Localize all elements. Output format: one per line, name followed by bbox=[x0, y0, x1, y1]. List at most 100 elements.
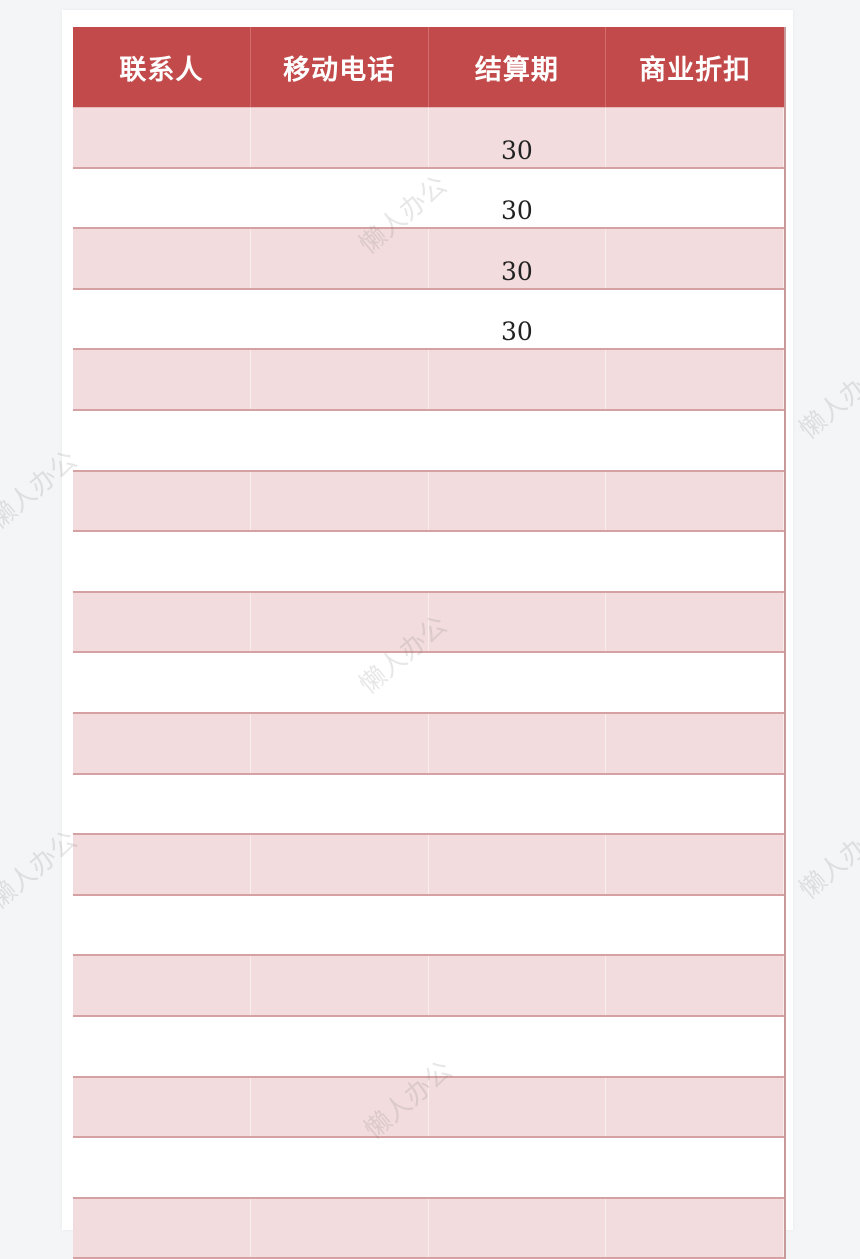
table-cell[interactable] bbox=[606, 1138, 784, 1197]
header-mobile: 移动电话 bbox=[251, 27, 429, 107]
table-cell[interactable] bbox=[429, 1016, 607, 1076]
table-row: 30 bbox=[73, 168, 784, 230]
table-header: 联系人 移动电话 结算期 商业折扣 bbox=[73, 27, 784, 108]
table-row: 30 bbox=[73, 108, 784, 169]
table-cell[interactable] bbox=[429, 895, 607, 955]
table-cell[interactable] bbox=[251, 1138, 429, 1197]
table-cell[interactable] bbox=[606, 1077, 784, 1137]
table-cell[interactable] bbox=[429, 471, 607, 531]
table-cell[interactable] bbox=[251, 410, 429, 470]
table-cell[interactable] bbox=[73, 956, 251, 1015]
table-cell[interactable] bbox=[73, 289, 251, 349]
table-cell[interactable]: 30 bbox=[429, 289, 607, 349]
table-cell[interactable] bbox=[251, 532, 429, 591]
table-cell[interactable] bbox=[251, 289, 429, 349]
table-row bbox=[73, 592, 784, 654]
table-cell[interactable] bbox=[251, 1016, 429, 1076]
table-cell[interactable] bbox=[606, 1016, 784, 1076]
table-cell[interactable] bbox=[251, 1077, 429, 1137]
table-cell[interactable] bbox=[429, 774, 607, 834]
table-cell[interactable] bbox=[251, 956, 429, 1015]
table-cell[interactable] bbox=[429, 1198, 607, 1258]
table-row bbox=[73, 835, 784, 896]
table-cell[interactable] bbox=[429, 1077, 607, 1137]
table-cell[interactable] bbox=[251, 108, 429, 167]
watermark: 懒人办公 bbox=[794, 355, 860, 446]
table-cell[interactable]: 30 bbox=[429, 108, 607, 167]
table-cell[interactable] bbox=[606, 895, 784, 955]
table-row bbox=[73, 410, 784, 472]
watermark: 懒人办公 bbox=[794, 815, 860, 906]
table-cell[interactable] bbox=[606, 1198, 784, 1258]
table-cell[interactable] bbox=[73, 774, 251, 834]
table-cell[interactable] bbox=[73, 410, 251, 470]
table-cell[interactable] bbox=[251, 713, 429, 773]
table-cell[interactable] bbox=[73, 108, 251, 167]
table-row bbox=[73, 774, 784, 836]
table-cell[interactable] bbox=[429, 713, 607, 773]
table-cell[interactable] bbox=[606, 592, 784, 652]
table-cell[interactable] bbox=[606, 774, 784, 834]
header-contact: 联系人 bbox=[73, 27, 251, 107]
table-cell[interactable]: 30 bbox=[429, 168, 607, 228]
table-cell[interactable] bbox=[429, 956, 607, 1015]
table-row bbox=[73, 1016, 784, 1078]
table-cell[interactable] bbox=[606, 289, 784, 349]
table-row bbox=[73, 713, 784, 775]
table-row bbox=[73, 653, 784, 714]
table-cell[interactable] bbox=[251, 592, 429, 652]
table-cell[interactable] bbox=[429, 532, 607, 591]
table-cell[interactable] bbox=[251, 653, 429, 712]
table-cell[interactable] bbox=[251, 1198, 429, 1258]
table-cell[interactable] bbox=[606, 350, 784, 409]
table-cell[interactable] bbox=[73, 168, 251, 228]
table-cell[interactable] bbox=[251, 168, 429, 228]
table-cell[interactable] bbox=[606, 410, 784, 470]
header-settlement-period: 结算期 bbox=[429, 27, 607, 107]
table-cell[interactable] bbox=[429, 410, 607, 470]
table-cell[interactable] bbox=[251, 350, 429, 409]
table-cell[interactable] bbox=[251, 229, 429, 288]
table-cell[interactable] bbox=[606, 168, 784, 228]
header-discount: 商业折扣 bbox=[639, 54, 752, 86]
table-cell[interactable] bbox=[606, 229, 784, 288]
table-cell[interactable] bbox=[73, 471, 251, 531]
table-cell[interactable] bbox=[606, 713, 784, 773]
table-cell[interactable] bbox=[606, 532, 784, 591]
table-cell[interactable] bbox=[73, 1198, 251, 1258]
table-row bbox=[73, 1138, 784, 1199]
table-cell[interactable] bbox=[73, 895, 251, 955]
table-cell[interactable] bbox=[73, 1016, 251, 1076]
table-cell[interactable] bbox=[606, 471, 784, 531]
table-row bbox=[73, 1077, 784, 1139]
table-cell[interactable] bbox=[73, 229, 251, 288]
table-cell[interactable] bbox=[251, 774, 429, 834]
table-cell[interactable] bbox=[429, 653, 607, 712]
customer-table: 联系人 移动电话 结算期 商业折扣 30 30 30 30 bbox=[73, 27, 786, 1259]
table-cell[interactable] bbox=[73, 713, 251, 773]
table-cell[interactable] bbox=[73, 592, 251, 652]
table-row: 30 bbox=[73, 289, 784, 351]
table-cell[interactable] bbox=[73, 653, 251, 712]
table-cell[interactable] bbox=[73, 350, 251, 409]
table-cell[interactable] bbox=[429, 1138, 607, 1197]
table-cell[interactable] bbox=[606, 653, 784, 712]
table-row: 30 bbox=[73, 229, 784, 290]
table-cell[interactable] bbox=[429, 835, 607, 894]
table-cell[interactable] bbox=[251, 471, 429, 531]
table-cell[interactable] bbox=[429, 592, 607, 652]
table-row bbox=[73, 956, 784, 1017]
table-cell[interactable] bbox=[73, 835, 251, 894]
table-row bbox=[73, 471, 784, 533]
table-cell[interactable] bbox=[73, 532, 251, 591]
table-row bbox=[73, 895, 784, 957]
table-cell[interactable] bbox=[606, 956, 784, 1015]
table-cell[interactable]: 30 bbox=[429, 229, 607, 288]
table-cell[interactable] bbox=[251, 895, 429, 955]
table-cell[interactable] bbox=[73, 1077, 251, 1137]
table-cell[interactable] bbox=[73, 1138, 251, 1197]
table-cell[interactable] bbox=[251, 835, 429, 894]
table-cell[interactable] bbox=[606, 835, 784, 894]
table-cell[interactable] bbox=[429, 350, 607, 409]
table-cell[interactable] bbox=[606, 108, 784, 167]
